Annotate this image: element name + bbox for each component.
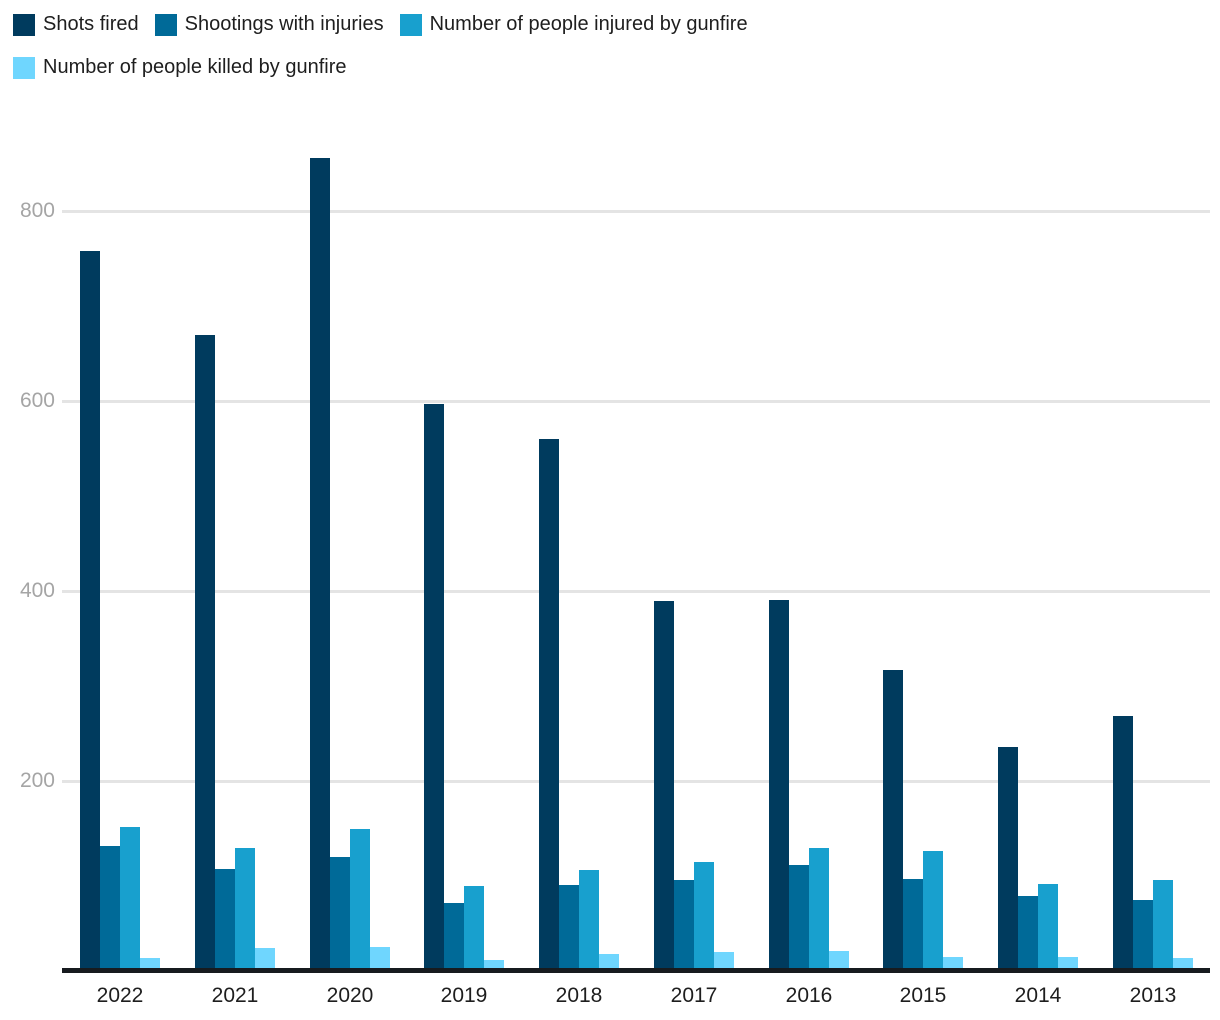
bar-2016-shots-fired[interactable] [769, 600, 789, 970]
y-tick-label-800: 800 [19, 199, 55, 222]
gridline-800 [62, 210, 1210, 213]
bar-2021-shots-fired[interactable] [195, 335, 215, 970]
legend-item-shootings-with-injuries: Shootings with injuries [154, 13, 384, 36]
bar-2021-number-of-people-injured-by-gunfire[interactable] [235, 848, 255, 970]
bar-2016-number-of-people-killed-by-gunfire[interactable] [829, 951, 849, 970]
bar-2014-number-of-people-killed-by-gunfire[interactable] [1058, 957, 1078, 970]
bar-2013-number-of-people-killed-by-gunfire[interactable] [1173, 958, 1193, 970]
legend-swatch-shootings-with-injuries [154, 13, 177, 36]
x-tick-label-2013: 2013 [1129, 984, 1177, 1007]
x-tick-label-2020: 2020 [326, 984, 374, 1007]
bar-2016-shootings-with-injuries[interactable] [789, 865, 809, 970]
legend-label-shots-fired: Shots fired [43, 13, 139, 35]
bar-2017-shots-fired[interactable] [654, 601, 674, 970]
gridline-400 [62, 590, 1210, 593]
bar-2022-number-of-people-killed-by-gunfire[interactable] [140, 958, 160, 970]
legend-item-shots-fired: Shots fired [13, 13, 139, 36]
bar-2022-shootings-with-injuries[interactable] [100, 846, 120, 970]
x-tick-label-2019: 2019 [440, 984, 488, 1007]
x-tick-label-2016: 2016 [785, 984, 833, 1007]
bar-2019-number-of-people-injured-by-gunfire[interactable] [464, 886, 484, 970]
bar-2022-number-of-people-injured-by-gunfire[interactable] [120, 827, 140, 970]
bar-2019-shots-fired[interactable] [424, 404, 444, 970]
bar-2018-number-of-people-injured-by-gunfire[interactable] [579, 870, 599, 970]
x-tick-label-2021: 2021 [211, 984, 259, 1007]
x-tick-label-2014: 2014 [1014, 984, 1062, 1007]
bar-2014-number-of-people-injured-by-gunfire[interactable] [1038, 884, 1058, 970]
legend-row-2: Number of people killed by gunfire [13, 56, 764, 79]
legend: Shots fired Shootings with injuries Number… [13, 13, 764, 99]
bar-2015-number-of-people-injured-by-gunfire[interactable] [923, 851, 943, 970]
bar-2015-shootings-with-injuries[interactable] [903, 879, 923, 970]
legend-swatch-number-of-people-killed-by-gunfire [13, 56, 35, 79]
bar-2018-shots-fired[interactable] [539, 439, 559, 970]
legend-item-number-of-people-killed-by-gunfire: Number of people killed by gunfire [13, 56, 347, 79]
bar-2015-number-of-people-killed-by-gunfire[interactable] [943, 957, 963, 970]
x-axis-line [62, 968, 1210, 973]
bar-2021-number-of-people-killed-by-gunfire[interactable] [255, 948, 275, 970]
gridline-600 [62, 400, 1210, 403]
bar-2020-shootings-with-injuries[interactable] [330, 857, 350, 970]
bar-2020-number-of-people-injured-by-gunfire[interactable] [350, 829, 370, 970]
bar-2013-shots-fired[interactable] [1113, 716, 1133, 970]
bar-2016-number-of-people-injured-by-gunfire[interactable] [809, 848, 829, 970]
x-tick-label-2018: 2018 [555, 984, 603, 1007]
legend-swatch-shots-fired [13, 13, 35, 36]
bar-2017-shootings-with-injuries[interactable] [674, 880, 694, 970]
bar-2013-number-of-people-injured-by-gunfire[interactable] [1153, 880, 1173, 970]
legend-item-number-of-people-injured-by-gunfire: Number of people injured by gunfire [399, 13, 748, 36]
bar-2014-shootings-with-injuries[interactable] [1018, 896, 1038, 970]
legend-row-1: Shots fired Shootings with injuries Number… [13, 13, 764, 36]
x-tick-label-2015: 2015 [899, 984, 947, 1007]
bar-2018-number-of-people-killed-by-gunfire[interactable] [599, 954, 619, 970]
legend-swatch-number-of-people-injured-by-gunfire [399, 13, 422, 36]
legend-label-number-of-people-injured-by-gunfire: Number of people injured by gunfire [429, 13, 748, 35]
bar-2021-shootings-with-injuries[interactable] [215, 869, 235, 970]
bar-2022-shots-fired[interactable] [80, 251, 100, 970]
y-tick-label-200: 200 [19, 769, 55, 792]
legend-label-number-of-people-killed-by-gunfire: Number of people killed by gunfire [43, 56, 347, 78]
bar-2014-shots-fired[interactable] [998, 747, 1018, 970]
bar-2020-shots-fired[interactable] [310, 158, 330, 970]
bar-2013-shootings-with-injuries[interactable] [1133, 900, 1153, 970]
bar-2020-number-of-people-killed-by-gunfire[interactable] [370, 947, 390, 970]
y-tick-label-400: 400 [19, 579, 55, 602]
bar-2018-shootings-with-injuries[interactable] [559, 885, 579, 970]
x-tick-label-2022: 2022 [96, 984, 144, 1007]
bar-2017-number-of-people-killed-by-gunfire[interactable] [714, 952, 734, 970]
bar-2017-number-of-people-injured-by-gunfire[interactable] [694, 862, 714, 970]
bar-2015-shots-fired[interactable] [883, 670, 903, 970]
bar-2019-number-of-people-killed-by-gunfire[interactable] [484, 960, 504, 970]
bar-2019-shootings-with-injuries[interactable] [444, 903, 464, 970]
x-tick-label-2017: 2017 [670, 984, 718, 1007]
y-tick-label-600: 600 [19, 389, 55, 412]
gridline-200 [62, 780, 1210, 783]
legend-label-shootings-with-injuries: Shootings with injuries [184, 13, 384, 35]
